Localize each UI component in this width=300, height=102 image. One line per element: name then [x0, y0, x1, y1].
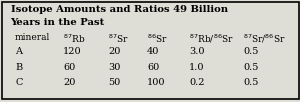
Text: $^{87}$Rb/$^{86}$Sr: $^{87}$Rb/$^{86}$Sr — [189, 33, 234, 45]
Text: 50: 50 — [108, 78, 120, 87]
Text: $^{87}$Sr/$^{86}$Sr: $^{87}$Sr/$^{86}$Sr — [243, 33, 286, 45]
Text: Isotope Amounts and Ratios 49 Billion: Isotope Amounts and Ratios 49 Billion — [11, 5, 228, 14]
Text: Years in the Past: Years in the Past — [11, 18, 105, 27]
Text: $^{87}$Rb: $^{87}$Rb — [63, 33, 86, 45]
Text: 100: 100 — [147, 78, 166, 87]
Text: 20: 20 — [108, 47, 120, 56]
Text: 0.5: 0.5 — [243, 47, 258, 56]
Text: A: A — [15, 47, 22, 56]
Text: 1.0: 1.0 — [189, 63, 205, 72]
FancyBboxPatch shape — [2, 2, 298, 99]
Text: $^{87}$Sr: $^{87}$Sr — [108, 33, 129, 45]
Text: 0.2: 0.2 — [189, 78, 205, 87]
Text: $^{86}$Sr: $^{86}$Sr — [147, 33, 168, 45]
Text: 3.0: 3.0 — [189, 47, 205, 56]
Text: 20: 20 — [63, 78, 75, 87]
Text: 0.5: 0.5 — [243, 63, 258, 72]
Text: 120: 120 — [63, 47, 82, 56]
Text: 0.5: 0.5 — [243, 78, 258, 87]
Text: 60: 60 — [147, 63, 159, 72]
Text: 60: 60 — [63, 63, 75, 72]
Text: C: C — [15, 78, 22, 87]
Text: mineral: mineral — [15, 33, 50, 42]
Text: B: B — [15, 63, 22, 72]
Text: 30: 30 — [108, 63, 120, 72]
Text: 40: 40 — [147, 47, 159, 56]
